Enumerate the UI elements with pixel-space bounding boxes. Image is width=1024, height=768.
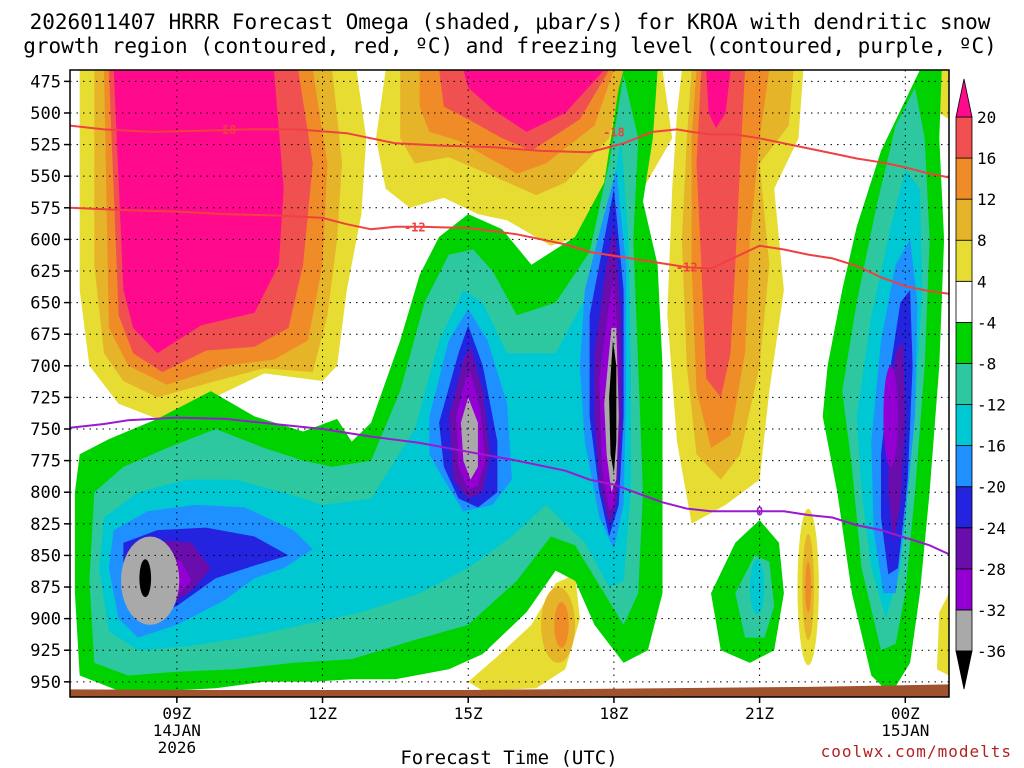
contour-label--12: -12 (404, 220, 426, 234)
colorbar-max-triangle (955, 78, 973, 118)
y-tick-label-725: 725 (30, 388, 61, 408)
colorbar-label-4: 4 (977, 272, 987, 291)
terrain (70, 684, 949, 697)
x-tick-label-09Z: 09Z (162, 704, 191, 723)
colorbar-label--24: -24 (977, 519, 1006, 538)
x-tick-label-18Z: 18Z (599, 704, 628, 723)
y-tick-label-750: 750 (30, 420, 61, 440)
plot-frame (69, 69, 950, 698)
neg-r-28 (883, 365, 898, 467)
contour-label--18: -18 (215, 123, 237, 137)
x-tick-label-15JAN: 15JAN (881, 721, 929, 740)
pos-um-20 (463, 70, 605, 132)
x-tick-label-14JAN: 14JAN (153, 721, 201, 740)
contours: -18 -18 -12 -12 0 (70, 123, 949, 556)
y-tick-label-525: 525 (30, 136, 61, 156)
y-tick-label-625: 625 (30, 262, 61, 282)
y-tick-label-850: 850 (30, 546, 61, 566)
colorbar-min-triangle (955, 650, 973, 690)
colorbar-label-16: 16 (977, 149, 996, 168)
contour-label-0: 0 (756, 505, 763, 519)
x-tick-label-00Z: 00Z (891, 704, 920, 723)
colorbar-bin-16..20 (955, 116, 973, 159)
colorbar-bin-8..12 (955, 198, 973, 241)
chart-title-line-2: growth region (contoured, red, ºC) and f… (23, 34, 997, 58)
colorbar-label--12: -12 (977, 396, 1006, 415)
pos-21z-12 (805, 561, 812, 613)
omega-shading (74, 70, 949, 695)
y-tick-label-575: 575 (30, 199, 61, 219)
neg-main-36b (609, 340, 617, 474)
y-tick-label-550: 550 (30, 167, 61, 187)
neg-21z-12 (749, 559, 765, 615)
colorbar: -36 -32 -28 -24 -20 -16 -12 -8 -4 4 8 12 16 20 (955, 78, 1006, 690)
y-tick-label-825: 825 (30, 515, 61, 535)
y-tick-label-900: 900 (30, 610, 61, 630)
x-tick-label-12Z: 12Z (308, 704, 337, 723)
y-tick-label-925: 925 (30, 641, 61, 661)
pos-ul-20 (113, 70, 284, 354)
colorbar-bin--36..-32 (955, 609, 973, 652)
gridlines (70, 70, 949, 697)
y-axis: 475 500 525 550 575 600 625 650 675 700 725 750 775 8… (30, 72, 70, 693)
colorbar-label--8: -8 (977, 354, 996, 373)
pos-rm-16 (696, 70, 745, 398)
x-tick-label-21Z: 21Z (745, 704, 774, 723)
y-tick-label-950: 950 (30, 673, 61, 693)
colorbar-bin--32..-28 (955, 568, 973, 611)
pos-lm-12 (554, 602, 569, 648)
y-tick-label-500: 500 (30, 104, 61, 124)
colorbar-bin-4..8 (955, 239, 973, 282)
colorbar-label-12: 12 (977, 190, 996, 209)
colorbar-bin--24..-20 (955, 486, 973, 529)
chart-title-line-1: 2026011407 HRRR Forecast Omega (shaded, … (30, 10, 991, 34)
x-axis-label: Forecast Time (UTC) (400, 747, 617, 768)
y-tick-label-675: 675 (30, 325, 61, 345)
colorbar-label--32: -32 (977, 601, 1006, 620)
colorbar-bin--4..4 (955, 280, 973, 323)
terrain-surface (70, 684, 949, 697)
contour-line--12 (70, 206, 949, 295)
colorbar-label--4: -4 (977, 313, 996, 332)
colorbar-label--36: -36 (977, 642, 1006, 661)
colorbar-label--28: -28 (977, 560, 1006, 579)
colorbar-bin--8..-4 (955, 321, 973, 364)
plot-area: -18 -18 -12 -12 0 (69, 69, 950, 698)
colorbar-bin--12..-8 (955, 363, 973, 405)
credit-text: coolwx.com/modelts (821, 742, 1012, 761)
colorbar-label-8: 8 (977, 231, 987, 250)
colorbar-label-20: 20 (977, 108, 996, 127)
contour-line-0 (70, 416, 949, 556)
colorbar-bin-12..16 (955, 157, 973, 200)
pos-rm-20 (706, 70, 731, 129)
y-tick-label-600: 600 (30, 230, 61, 250)
y-tick-label-800: 800 (30, 483, 61, 503)
pos-tr-4b (936, 593, 949, 676)
x-tick-label-2026: 2026 (158, 738, 197, 757)
x-tick-label-15Z: 15Z (454, 704, 483, 723)
colorbar-label--20: -20 (977, 478, 1006, 497)
y-tick-label-650: 650 (30, 294, 61, 314)
contour-label--18: -18 (603, 125, 625, 139)
colorbar-label--16: -16 (977, 437, 1006, 456)
neg-main-36 (139, 559, 152, 598)
y-tick-label-875: 875 (30, 578, 61, 598)
y-tick-label-475: 475 (30, 72, 61, 92)
colorbar-bin--16..-12 (955, 404, 973, 447)
contour-label--12: -12 (676, 261, 698, 275)
y-tick-label-700: 700 (30, 357, 61, 377)
neg-main-32b (460, 397, 478, 480)
colorbar-bin--28..-24 (955, 527, 973, 570)
y-tick-label-775: 775 (30, 452, 61, 472)
contour-line--18 (70, 124, 949, 179)
colorbar-bin--20..-16 (955, 445, 973, 488)
